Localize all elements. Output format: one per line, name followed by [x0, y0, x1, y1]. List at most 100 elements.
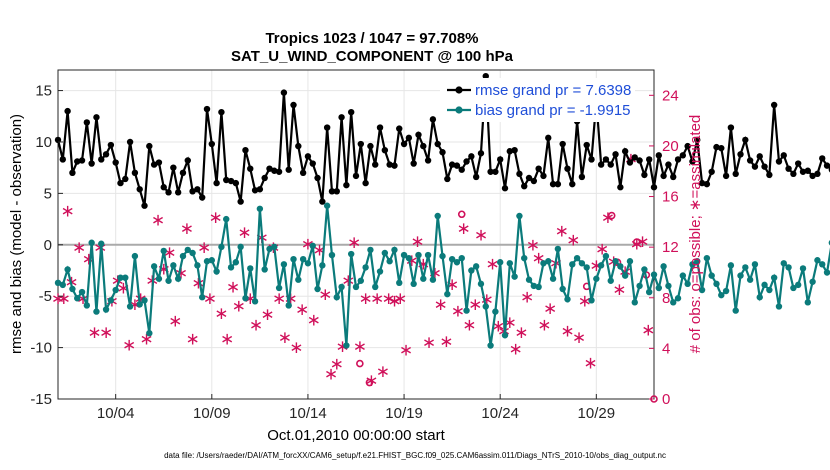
bias-point	[309, 242, 316, 250]
bias-point	[501, 332, 509, 339]
bias-point	[578, 260, 586, 267]
bias-point	[453, 259, 461, 266]
rmse-point	[549, 180, 557, 188]
rmse-point	[338, 114, 345, 121]
bias-point	[251, 298, 259, 305]
rmse-point	[819, 155, 826, 162]
rmse-point	[74, 158, 81, 165]
bias-point	[458, 254, 465, 262]
rmse-point	[521, 182, 528, 190]
rmse-point	[463, 158, 470, 165]
obs-assimilated-marker: ∗	[537, 315, 551, 335]
obs-assimilated-marker: ∗	[612, 280, 626, 300]
x-tick-label: 10/19	[385, 405, 423, 422]
bias-point	[347, 250, 355, 258]
bias-point	[708, 272, 715, 279]
bias-point	[126, 303, 134, 310]
rmse-point	[780, 152, 787, 159]
obs-possible-marker	[356, 359, 364, 368]
rmse-point	[631, 154, 638, 161]
bias-point	[785, 264, 792, 271]
rmse-point	[213, 179, 220, 187]
rmse-point	[559, 140, 566, 148]
obs-assimilated-marker: ∗	[572, 328, 586, 348]
obs-assimilated-marker: ∗	[272, 289, 286, 309]
bias-point	[405, 254, 413, 262]
rmse-point	[823, 162, 830, 169]
obs-possible-marker	[365, 378, 374, 387]
rmse-point	[737, 151, 744, 158]
rmse-point	[448, 161, 456, 168]
rmse-point	[722, 172, 730, 180]
bias-point	[655, 284, 663, 292]
bias-point	[718, 291, 725, 299]
left-tick-label: -10	[30, 340, 52, 357]
bias-point	[694, 258, 701, 265]
rmse-point	[170, 164, 177, 171]
rmse-point	[799, 168, 807, 175]
obs-assimilated-marker: ∗	[393, 289, 407, 309]
x-tick-label: 10/14	[289, 405, 327, 422]
rmse-point	[261, 174, 268, 182]
bias-point	[617, 263, 624, 270]
obs-assimilated-marker: ∗	[353, 337, 367, 357]
bias-point	[194, 262, 201, 269]
obs-assimilated-marker: ∗	[341, 271, 355, 291]
obs-assimilated-marker: ∗	[399, 341, 413, 361]
bias-point	[232, 259, 240, 266]
obs-possible-marker	[457, 210, 466, 219]
bias-point	[713, 280, 720, 288]
rmse-point	[266, 165, 273, 172]
rmse-point	[607, 161, 614, 168]
right-tick-label: 20	[662, 138, 679, 155]
bias-point	[189, 249, 196, 257]
bias-point	[607, 277, 614, 284]
bias-point	[823, 269, 830, 276]
bias-point	[761, 281, 768, 289]
bias-point	[83, 302, 91, 309]
bias-point	[386, 258, 393, 265]
rmse-point	[93, 114, 100, 121]
bias-point	[400, 251, 408, 259]
rmse-point	[645, 156, 653, 163]
bias-point	[794, 281, 802, 289]
obs-assimilated-marker: ∗	[364, 371, 378, 391]
obs-possible-marker	[607, 211, 616, 220]
right-tick-label: 24	[662, 87, 679, 104]
bias-point	[78, 288, 86, 296]
rmse-point	[165, 189, 172, 196]
rmse-point	[626, 159, 634, 166]
rmse-point	[655, 152, 663, 159]
bias-point	[179, 252, 187, 260]
rmse-point	[275, 168, 283, 175]
rmse-point	[69, 169, 76, 177]
bias-point	[150, 263, 158, 270]
rmse-point	[381, 146, 389, 154]
rmse-point	[545, 134, 552, 142]
bias-point	[477, 280, 485, 288]
bias-point	[396, 279, 403, 287]
rmse-point	[203, 105, 211, 113]
bias-point	[665, 282, 672, 290]
rmse-point	[256, 186, 264, 193]
bias-point	[516, 212, 523, 220]
bias-point	[117, 274, 124, 281]
legend-bias-text: bias grand pr = -1.9915	[475, 102, 631, 119]
rmse-point	[59, 156, 67, 163]
bias-point	[444, 290, 451, 298]
obs-possible-marker	[632, 238, 641, 246]
bias-point	[727, 262, 735, 269]
bias-point	[198, 294, 206, 301]
rmse-point	[453, 162, 461, 169]
bias-point	[160, 247, 167, 255]
x-tick-label: 10/09	[193, 405, 231, 422]
obs-assimilated-marker: ∗	[410, 232, 424, 252]
obs-assimilated-marker: ∗	[87, 323, 101, 343]
rmse-point	[602, 156, 610, 163]
bias-point	[645, 288, 653, 296]
rmse-point	[367, 142, 374, 150]
rmse-point	[775, 158, 783, 165]
rmse-point	[131, 169, 139, 177]
rmse-point	[674, 156, 682, 163]
bias-point	[492, 308, 499, 315]
